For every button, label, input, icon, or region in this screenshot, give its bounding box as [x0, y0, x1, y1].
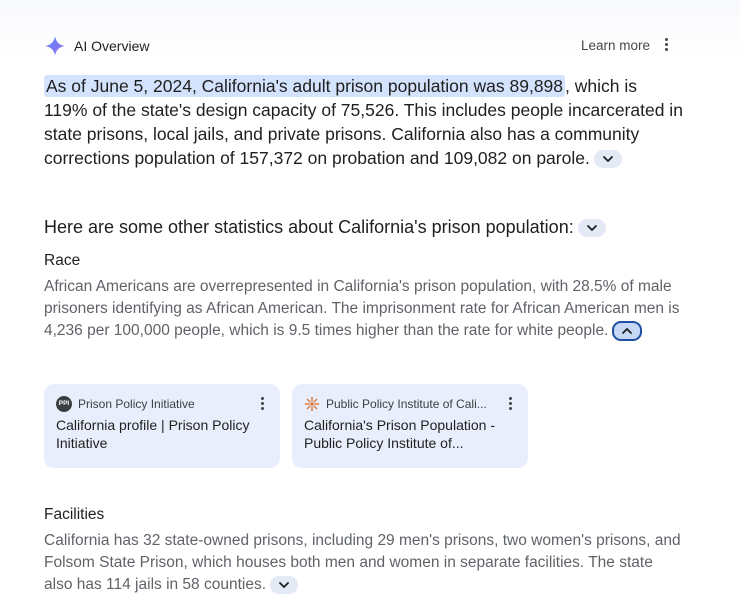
facilities-chevron-button[interactable]: [270, 575, 299, 594]
source-card-prison-policy-initiative[interactable]: PPI Prison Policy Initiative California …: [44, 384, 280, 468]
race-section-body: African Americans are overrepresented in…: [44, 276, 684, 342]
summary-text: , which is 119% of the state's design ca…: [44, 76, 683, 168]
source-name: Prison Policy Initiative: [78, 397, 195, 411]
more-vert-icon[interactable]: [506, 397, 514, 413]
more-vert-icon[interactable]: [662, 38, 670, 54]
chevron-down-icon: [586, 225, 597, 232]
facilities-section-title: Facilities: [44, 506, 105, 523]
collapse-chevron-button[interactable]: [612, 320, 643, 341]
ai-overview-header: AI Overview Learn more: [44, 34, 684, 58]
facilities-section-body: California has 32 state-owned prisons, i…: [44, 530, 684, 596]
source-title: California profile | Prison Policy Initi…: [56, 417, 250, 451]
chevron-down-icon: [279, 582, 289, 588]
race-section-text: African Americans are overrepresented in…: [44, 278, 680, 339]
source-card-ppic[interactable]: Public Policy Institute of Cali... Calif…: [292, 384, 528, 468]
learn-more-link[interactable]: Learn more: [580, 38, 650, 53]
source-name: Public Policy Institute of Cali...: [326, 397, 487, 411]
sparkle-icon: [44, 35, 66, 57]
stats-subheading: Here are some other statistics about Cal…: [44, 215, 694, 239]
highlighted-answer: As of June 5, 2024, California's adult p…: [44, 75, 566, 97]
chevron-down-icon: [602, 156, 613, 163]
chevron-up-icon: [622, 328, 633, 334]
more-vert-icon[interactable]: [258, 397, 266, 413]
summary-paragraph: As of June 5, 2024, California's adult p…: [44, 74, 684, 170]
subheading-chevron-button[interactable]: [577, 219, 606, 238]
expand-chevron-button[interactable]: [593, 150, 622, 169]
ppic-logo-icon: [304, 396, 320, 412]
race-section-title: Race: [44, 252, 81, 269]
stats-subheading-text: Here are some other statistics about Cal…: [44, 217, 574, 237]
facilities-section-text: California has 32 state-owned prisons, i…: [44, 532, 681, 593]
ai-overview-title: AI Overview: [74, 38, 150, 54]
source-title: California's Prison Population - Public …: [304, 417, 495, 451]
ppi-logo-icon: PPI: [56, 396, 72, 412]
